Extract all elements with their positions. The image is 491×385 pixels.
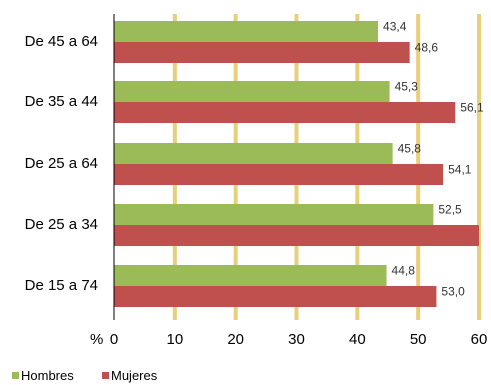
- x-tick-label: 0: [110, 331, 118, 348]
- bar-hombres: [114, 265, 387, 286]
- data-label: 44,8: [392, 264, 416, 278]
- category-label: De 25 a 34: [25, 216, 98, 233]
- data-label: 54,1: [448, 163, 472, 177]
- x-tick-labels: 0 10 20 30 40 50 60: [110, 331, 488, 348]
- bars: [114, 21, 479, 307]
- x-tick-label: 40: [349, 331, 366, 348]
- legend-swatch-hombres: [12, 372, 19, 379]
- bar-hombres: [114, 21, 379, 42]
- data-labels: 43,4 48,6 45,3 56,1 45,8 54,1 52,5 44,8 53,0: [383, 20, 484, 299]
- legend-label: Mujeres: [111, 368, 158, 383]
- bar-hombres: [114, 81, 390, 102]
- legend: Hombres Mujeres: [12, 368, 158, 383]
- category-label: De 35 a 44: [25, 93, 98, 110]
- x-axis-unit-label: %: [90, 331, 103, 348]
- category-labels: De 45 a 64 De 35 a 44 De 25 a 64 De 25 a 34…: [25, 33, 98, 294]
- data-label: 45,8: [398, 142, 422, 156]
- bar-mujeres: [114, 164, 444, 185]
- bar-mujeres: [114, 102, 456, 123]
- x-tick-label: 50: [410, 331, 427, 348]
- data-label: 48,6: [415, 41, 439, 55]
- data-label: 45,3: [395, 80, 419, 94]
- bar-mujeres: [114, 286, 437, 307]
- category-label: De 25 a 64: [25, 155, 98, 172]
- bar-mujeres: [114, 225, 479, 246]
- legend-label: Hombres: [21, 368, 74, 383]
- x-tick-label: 30: [288, 331, 305, 348]
- bar-hombres: [114, 143, 393, 164]
- x-tick-label: 60: [471, 331, 488, 348]
- x-tick-label: 20: [227, 331, 244, 348]
- category-label: De 15 a 74: [25, 277, 98, 294]
- bar-hombres: [114, 204, 434, 225]
- category-label: De 45 a 64: [25, 33, 98, 50]
- bar-mujeres: [114, 42, 410, 63]
- x-tick-label: 10: [166, 331, 183, 348]
- data-label: 52,5: [438, 203, 462, 217]
- data-label: 53,0: [441, 285, 465, 299]
- data-label: 56,1: [460, 101, 484, 115]
- data-label: 43,4: [383, 20, 407, 34]
- legend-swatch-mujeres: [102, 372, 109, 379]
